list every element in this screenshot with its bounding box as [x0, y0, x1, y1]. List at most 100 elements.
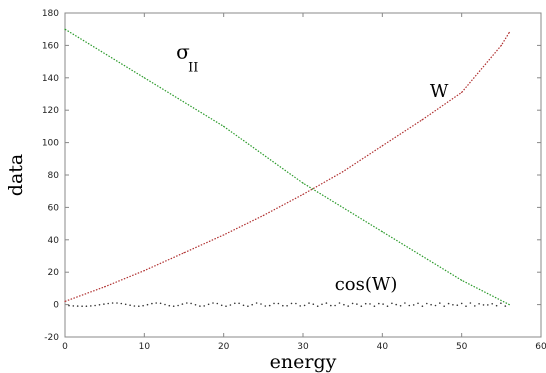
cosw-point: [299, 305, 302, 307]
series-point-0: [302, 193, 304, 196]
cosw-point: [378, 302, 380, 305]
cosw-point: [443, 305, 446, 308]
cosw-point: [338, 302, 341, 304]
x-tick-label: 50: [456, 342, 468, 352]
series-point-1: [64, 28, 66, 30]
cosw-point: [124, 303, 127, 306]
cosw-point: [456, 304, 459, 307]
series-point-1: [143, 77, 145, 79]
series-point-1: [381, 231, 383, 233]
cosw-point: [373, 305, 376, 308]
cosw-point: [90, 305, 92, 307]
cosw-point: [238, 302, 240, 305]
cosw-point: [142, 304, 144, 307]
y-tick-label: 60: [48, 203, 60, 213]
cosw-point: [116, 302, 118, 304]
cosw-point: [186, 302, 188, 304]
x-axis-title: energy: [270, 351, 337, 373]
cosw-point: [290, 302, 293, 305]
series-point-0: [381, 145, 383, 147]
cosw-point: [146, 303, 149, 306]
cosw-point: [295, 302, 297, 305]
cosw-point: [325, 302, 328, 304]
cosw-point: [181, 303, 184, 305]
cosw-point: [421, 305, 424, 308]
cosw-point: [212, 302, 214, 304]
cosw-point: [330, 304, 332, 307]
cosw-point: [364, 302, 367, 305]
cosw-point: [487, 304, 489, 306]
cosw-point: [103, 303, 105, 305]
cosw-point: [120, 302, 123, 305]
cosw-point: [268, 304, 271, 307]
cosw-point: [81, 305, 83, 308]
cosw-point: [138, 305, 140, 308]
y-tick-label: 40: [48, 236, 60, 246]
cosw-point: [474, 305, 476, 307]
cosw-point: [255, 302, 258, 304]
series-line-0: [64, 32, 510, 302]
plot-frame: [64, 12, 542, 338]
series-point-0: [223, 234, 225, 236]
cosw-point: [447, 302, 450, 305]
cosw-point: [107, 302, 109, 305]
cosw-point: [386, 305, 389, 308]
cosw-point: [491, 303, 494, 305]
cosw-point: [133, 305, 136, 307]
x-tick-label: 20: [218, 342, 230, 352]
y-tick-label: 120: [42, 106, 59, 116]
cosw-point: [277, 302, 280, 305]
cosw-point: [155, 302, 157, 304]
series-line-1: [64, 28, 510, 306]
cosw-point: [94, 304, 96, 307]
cosw-point: [404, 302, 406, 304]
x-tick-label: 30: [297, 342, 309, 352]
cosw-point: [286, 305, 288, 307]
series-point-0: [64, 300, 66, 302]
cosw-point: [412, 304, 415, 306]
series-point-1: [508, 304, 510, 306]
series-point-0: [461, 91, 463, 93]
x-tick-label: 10: [139, 342, 151, 352]
cosw-point: [391, 302, 393, 305]
series-point-0: [183, 252, 185, 254]
y-tick-label: 20: [48, 268, 60, 278]
data-series: [64, 28, 510, 308]
y-tick-label: 140: [42, 74, 59, 84]
cosw-point: [159, 302, 162, 305]
cosw-point: [203, 305, 205, 307]
cosw-point: [312, 303, 315, 306]
series-point-0: [508, 31, 510, 34]
y-tick-label: -20: [44, 333, 59, 343]
x-tick-label: 40: [377, 342, 389, 352]
cosw-point: [85, 305, 88, 308]
annotation-label-1: W: [430, 81, 449, 102]
cosw-point: [177, 304, 179, 307]
cosw-point: [273, 302, 275, 305]
cosw-point: [282, 304, 284, 307]
cosw-point: [247, 305, 249, 308]
cosw-point: [347, 305, 350, 307]
y-tick-label: 80: [48, 171, 60, 181]
cosw-point: [465, 305, 467, 308]
y-tick-label: 180: [42, 9, 59, 19]
cosw-point: [194, 304, 197, 306]
cosw-point: [216, 302, 219, 305]
cosw-point: [469, 302, 472, 304]
cosw-point: [351, 302, 354, 305]
cosw-point: [199, 305, 201, 307]
cosw-point: [356, 303, 358, 305]
cosw-point: [439, 302, 441, 304]
series-point-0: [104, 286, 106, 288]
annotation-subscript: II: [188, 60, 198, 75]
cosw-point: [207, 303, 210, 306]
cosw-point: [504, 305, 507, 307]
y-tick-label: 160: [42, 41, 59, 51]
cosw-point: [382, 303, 384, 305]
cosw-point: [68, 304, 70, 307]
cosw-point: [334, 304, 336, 307]
series-point-0: [143, 269, 145, 272]
cosw-point: [399, 305, 402, 307]
cosw-point: [98, 304, 101, 306]
cosw-point: [482, 304, 485, 306]
